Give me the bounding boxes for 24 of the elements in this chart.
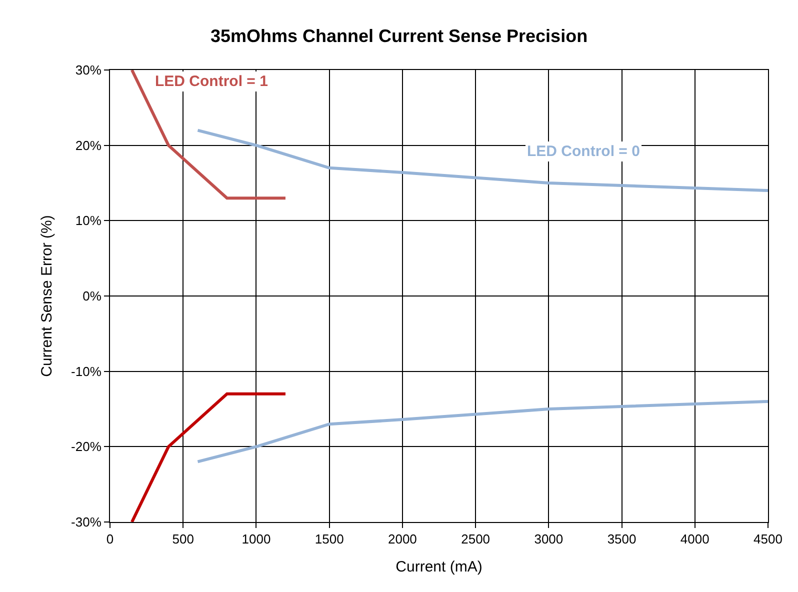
y-tick-label: 0%: [82, 288, 102, 304]
x-tick-label: 2500: [461, 532, 490, 547]
y-axis-title: Current Sense Error (%): [38, 215, 56, 377]
y-tick-label: -10%: [71, 364, 102, 379]
y-tick-label: -20%: [71, 439, 102, 454]
x-tick-label: 500: [172, 532, 194, 547]
annotation: LED Control = 1: [155, 73, 268, 90]
x-tick-label: 1500: [314, 532, 344, 547]
y-tick-label: 10%: [75, 213, 102, 228]
x-tick-label: 4000: [680, 532, 710, 547]
line-series: [196, 128, 768, 192]
y-tick-label: 20%: [75, 138, 102, 153]
chart-title: 35mOhms Channel Current Sense Precision: [210, 26, 588, 46]
x-tick-label: 4500: [754, 532, 782, 547]
y-tick-label: -30%: [71, 514, 102, 530]
x-axis-title: Current (mA): [396, 558, 482, 576]
x-tick-label: 2000: [388, 532, 417, 547]
y-tick-label: 30%: [75, 62, 102, 78]
x-tick-label: 3500: [607, 532, 636, 547]
x-tick-label: 3000: [534, 532, 564, 547]
line-series: [196, 400, 768, 464]
annotation: LED Control = 0: [527, 143, 640, 160]
x-tick-label: 0: [106, 532, 114, 547]
x-tick-label: 1000: [242, 532, 271, 547]
